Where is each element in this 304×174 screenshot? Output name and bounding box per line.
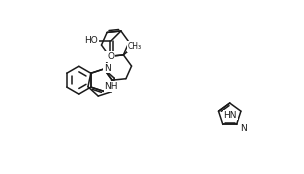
Text: N: N xyxy=(104,64,110,73)
Text: HN: HN xyxy=(223,110,237,120)
Text: HO: HO xyxy=(84,36,98,45)
Text: CH₃: CH₃ xyxy=(128,42,142,51)
Text: NH: NH xyxy=(105,82,118,91)
Text: N: N xyxy=(240,124,247,133)
Text: O: O xyxy=(106,52,113,61)
Text: O: O xyxy=(108,52,115,61)
